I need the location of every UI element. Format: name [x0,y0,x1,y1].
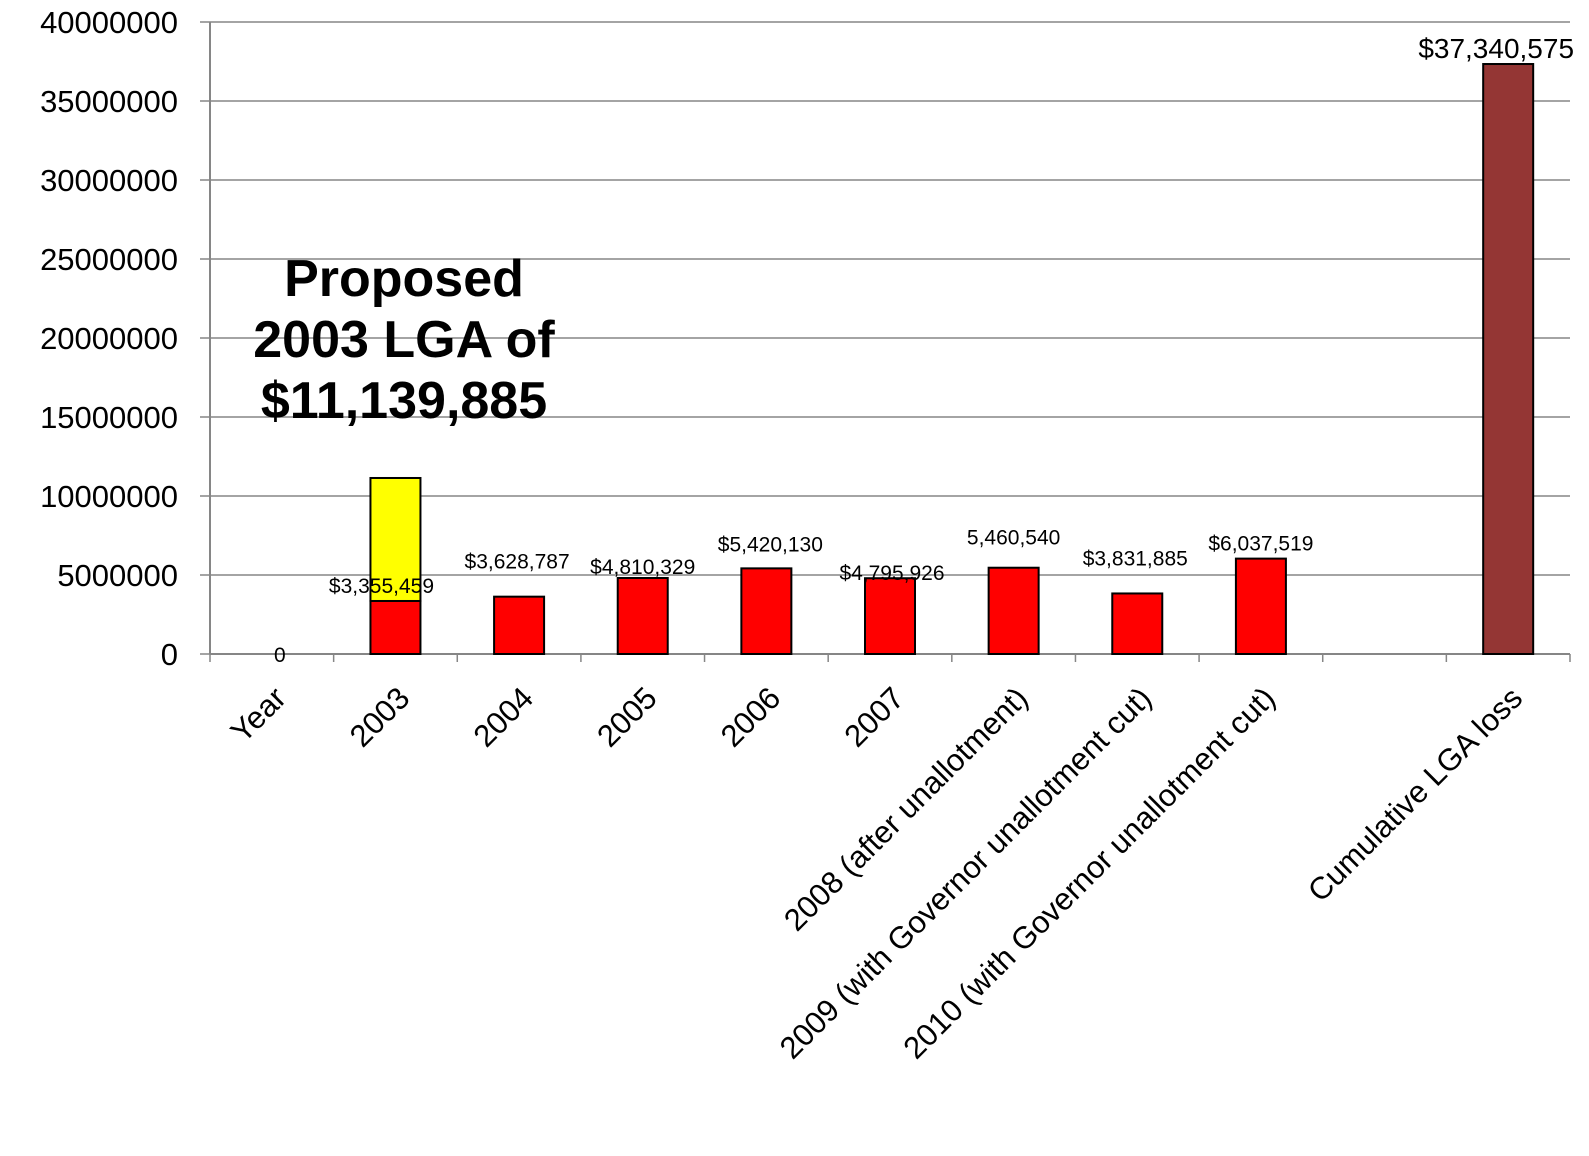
data-label: $5,420,130 [718,533,823,556]
y-tick-labels: 0 5000000 10000000 15000000 20000000 25000000… [40,5,178,672]
annotation-line-3: $11,139,885 [261,372,547,430]
x-tick-label: Year [224,680,293,749]
bar [864,577,916,655]
bar [616,576,669,656]
bar [493,595,546,655]
bar [369,476,422,602]
bar [987,566,1040,655]
bar [1234,557,1287,655]
data-label: $4,795,926 [839,562,944,585]
y-tick-label: 15000000 [40,400,178,435]
x-tick-label: 2004 [467,680,541,754]
gridlines [210,21,1570,576]
y-tick-label: 5000000 [57,558,178,593]
x-tick-label: 2005 [590,680,664,754]
x-tick-label: 2003 [343,680,417,754]
x-tick-label: 2007 [837,680,911,754]
y-tick-label: 20000000 [40,321,178,356]
data-label: $3,355,459 [329,575,434,598]
data-label: 5,460,540 [967,527,1060,550]
bar [1482,63,1535,655]
data-label: 0 [274,644,286,667]
y-tick-label: 30000000 [40,163,178,198]
x-tick-label: Cumulative LGA loss [1301,680,1529,908]
bars [369,63,1535,656]
bar [1111,592,1164,656]
annotation-line-2: 2003 LGA of [253,311,555,369]
bar [740,567,793,655]
bar [369,599,422,656]
y-tick-label: 25000000 [40,242,178,277]
data-label: $4,810,329 [590,556,695,579]
data-label: $37,340,575 [1418,33,1574,64]
data-label: $6,037,519 [1208,533,1313,556]
y-tick-label: 0 [161,637,178,672]
y-tick-label: 10000000 [40,479,178,514]
data-label: $3,628,787 [465,551,570,574]
data-labels: 0 $3,355,459 $3,628,787 $4,810,329 $5,420,13… [274,33,1574,667]
annotation-line-1: Proposed [284,250,524,308]
data-label: $3,831,885 [1083,547,1188,570]
x-tick-label: 2006 [714,680,788,754]
y-tick-label: 40000000 [40,5,178,40]
y-tick-label: 35000000 [40,84,178,119]
x-tick-label: 2008 (after unallotment) [777,680,1034,937]
